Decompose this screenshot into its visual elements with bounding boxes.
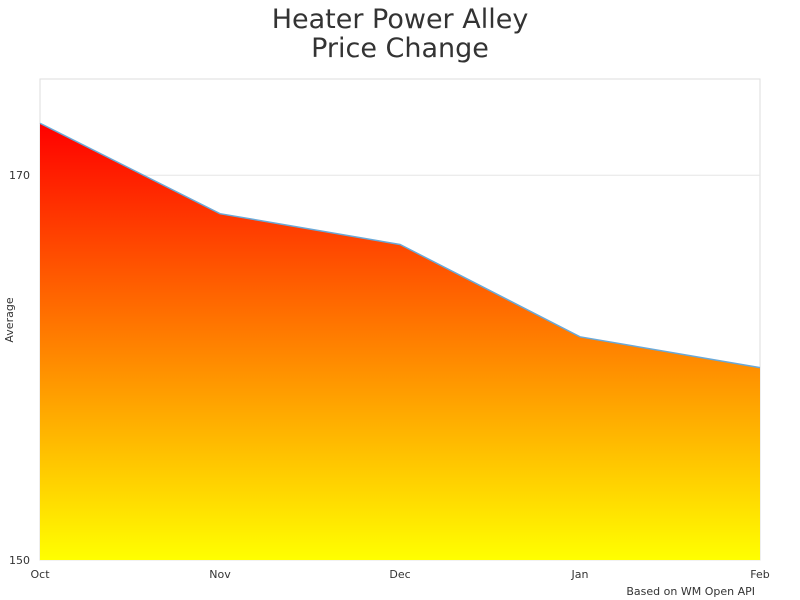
x-tick-label: Feb — [750, 568, 769, 581]
area — [40, 123, 760, 560]
y-tick-label: 150 — [9, 554, 30, 567]
chart-title: Heater Power Alley — [272, 4, 529, 35]
chart-title: Price Change — [311, 33, 489, 64]
x-tick-label: Oct — [30, 568, 50, 581]
y-axis-label: Average — [3, 297, 16, 342]
x-tick-label: Jan — [571, 568, 589, 581]
x-tick-label: Nov — [209, 568, 231, 581]
x-tick-label: Dec — [389, 568, 410, 581]
y-tick-label: 170 — [9, 169, 30, 182]
credits: Based on WM Open API — [626, 585, 755, 598]
line — [39, 122, 761, 369]
